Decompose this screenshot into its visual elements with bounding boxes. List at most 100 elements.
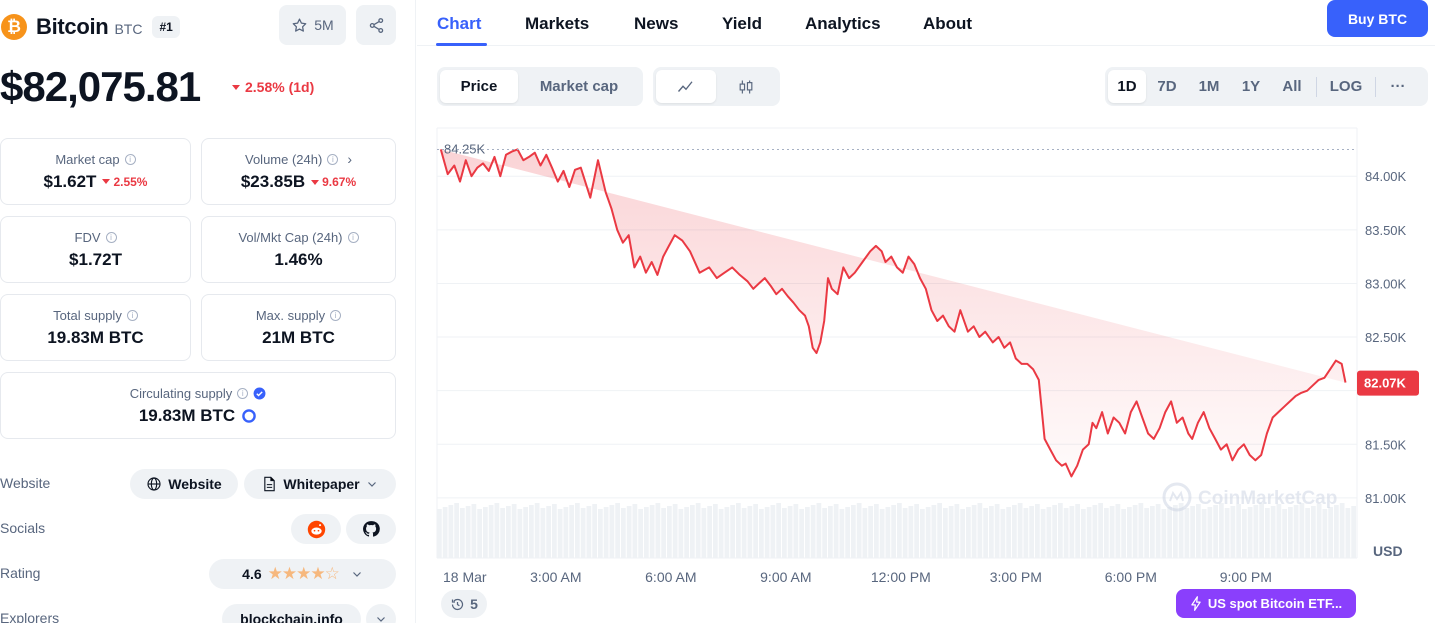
info-icon[interactable]: i <box>330 309 342 321</box>
more-options-icon[interactable]: ··· <box>1390 78 1406 95</box>
volume-bar <box>776 503 781 558</box>
volume-bar <box>1247 507 1253 558</box>
range-7d[interactable]: 7D <box>1157 78 1177 95</box>
history-events-button[interactable]: 5 <box>441 590 487 618</box>
rating-row-label: Rating <box>0 565 41 581</box>
whitepaper-dropdown[interactable]: Whitepaper <box>244 469 396 499</box>
volume-bar <box>885 507 891 558</box>
rating-stars-icon: ★★★★☆ <box>267 564 340 583</box>
volume-bar <box>1276 504 1282 558</box>
info-icon[interactable]: i <box>327 153 339 165</box>
volume-bar <box>483 507 488 558</box>
buy-btc-button[interactable]: Buy BTC <box>1327 0 1428 37</box>
volume-bar <box>672 504 678 558</box>
range-1y[interactable]: 1Y <box>1241 78 1261 95</box>
range-all[interactable]: All <box>1282 78 1302 95</box>
volume-bar <box>494 503 500 558</box>
volume-bar <box>1316 504 1322 558</box>
rating-dropdown[interactable]: 4.6 ★★★★☆ <box>209 559 396 589</box>
volume-bar <box>707 506 712 558</box>
event-marker-pill[interactable]: US spot Bitcoin ETF... <box>1176 589 1356 618</box>
range-1d[interactable]: 1D <box>1108 70 1146 103</box>
tab-chart[interactable]: Chart <box>437 14 482 33</box>
vol-mkt-cap-label: Vol/Mkt Cap (24h) <box>238 229 343 245</box>
volume-bar <box>730 505 735 558</box>
volume-bar <box>586 506 592 558</box>
volume-bar <box>569 505 574 558</box>
volume-bar <box>994 504 1000 558</box>
range-1m[interactable]: 1M <box>1198 78 1220 95</box>
reddit-button[interactable] <box>291 514 341 544</box>
info-icon[interactable]: i <box>124 153 136 165</box>
volume-bar <box>1150 506 1155 558</box>
volume-bar <box>592 504 597 558</box>
price-change: 2.58% (1d) <box>232 79 314 95</box>
coin-symbol: BTC <box>114 21 143 37</box>
explorers-dropdown-button[interactable] <box>366 604 396 623</box>
volume-bar <box>845 507 850 558</box>
volume-bar <box>977 503 983 558</box>
explorer-button[interactable]: blockchain.info <box>222 604 361 623</box>
volume-bar <box>477 509 482 558</box>
volume-bar <box>943 508 948 558</box>
share-button[interactable] <box>356 5 396 45</box>
coin-header: ₿ Bitcoin BTC #1 <box>0 8 180 46</box>
price-tab[interactable]: Price <box>440 70 518 103</box>
tab-yield[interactable]: Yield <box>722 14 762 33</box>
divider <box>1375 76 1376 97</box>
volume-change-value: 9.67% <box>322 175 357 189</box>
verified-check-icon <box>253 387 266 399</box>
volume-card[interactable]: Volume (24h) i › $23.85B 9.67% <box>201 138 396 205</box>
candlestick-icon <box>739 79 753 94</box>
current-price: $82,075.81 <box>0 63 201 110</box>
website-button[interactable]: Website <box>130 469 238 499</box>
y-tick-label: 83.00K <box>1365 276 1407 291</box>
website-row-label: Website <box>0 475 51 491</box>
github-button[interactable] <box>346 514 396 544</box>
volume-change: 9.67% <box>311 175 356 189</box>
volume-bar <box>1012 505 1017 558</box>
volume-bar <box>517 509 523 558</box>
volume-bar <box>879 509 885 558</box>
reddit-icon <box>307 520 325 538</box>
tab-analytics[interactable]: Analytics <box>805 14 881 33</box>
volume-bar <box>529 505 534 558</box>
volume-bar <box>1259 503 1264 558</box>
log-scale-toggle[interactable]: LOG <box>1329 78 1363 95</box>
volume-bar <box>937 503 942 558</box>
history-count: 5 <box>470 596 478 612</box>
x-tick-label: 12:00 PM <box>871 569 931 585</box>
tab-news[interactable]: News <box>634 14 679 33</box>
tab-markets[interactable]: Markets <box>525 14 590 33</box>
fdv-label: FDV <box>74 229 101 245</box>
volume-bar <box>1282 509 1287 558</box>
y-tick-label: 83.50K <box>1365 223 1407 238</box>
line-chart-button[interactable] <box>656 70 716 103</box>
volume-bar <box>575 503 580 558</box>
info-icon[interactable]: i <box>347 231 359 243</box>
volume-bar <box>684 507 689 558</box>
down-arrow-icon <box>102 179 111 184</box>
volume-bar <box>1092 505 1098 558</box>
volume-bar <box>770 505 776 558</box>
website-button-label: Website <box>168 476 222 492</box>
y-tick-label: 82.50K <box>1365 330 1407 345</box>
candlestick-chart-button[interactable] <box>716 70 776 103</box>
market-cap-tab[interactable]: Market cap <box>539 78 619 95</box>
volume-bar <box>851 505 856 558</box>
fdv-value: $1.72T <box>69 249 122 269</box>
current-price-tag: 82.07K <box>1357 370 1419 396</box>
info-icon[interactable]: i <box>126 309 138 321</box>
down-arrow-icon <box>311 179 320 185</box>
volume-bar <box>500 508 505 558</box>
volume-bar <box>540 508 546 558</box>
tab-about[interactable]: About <box>923 14 973 33</box>
volume-bar <box>1017 503 1023 558</box>
volume-bar <box>1029 506 1034 558</box>
info-icon[interactable]: i <box>105 231 117 243</box>
volume-bar <box>971 505 977 558</box>
watchlist-button[interactable]: 5M <box>279 5 346 45</box>
info-icon[interactable]: i <box>237 387 249 399</box>
volume-bar <box>1086 507 1092 558</box>
